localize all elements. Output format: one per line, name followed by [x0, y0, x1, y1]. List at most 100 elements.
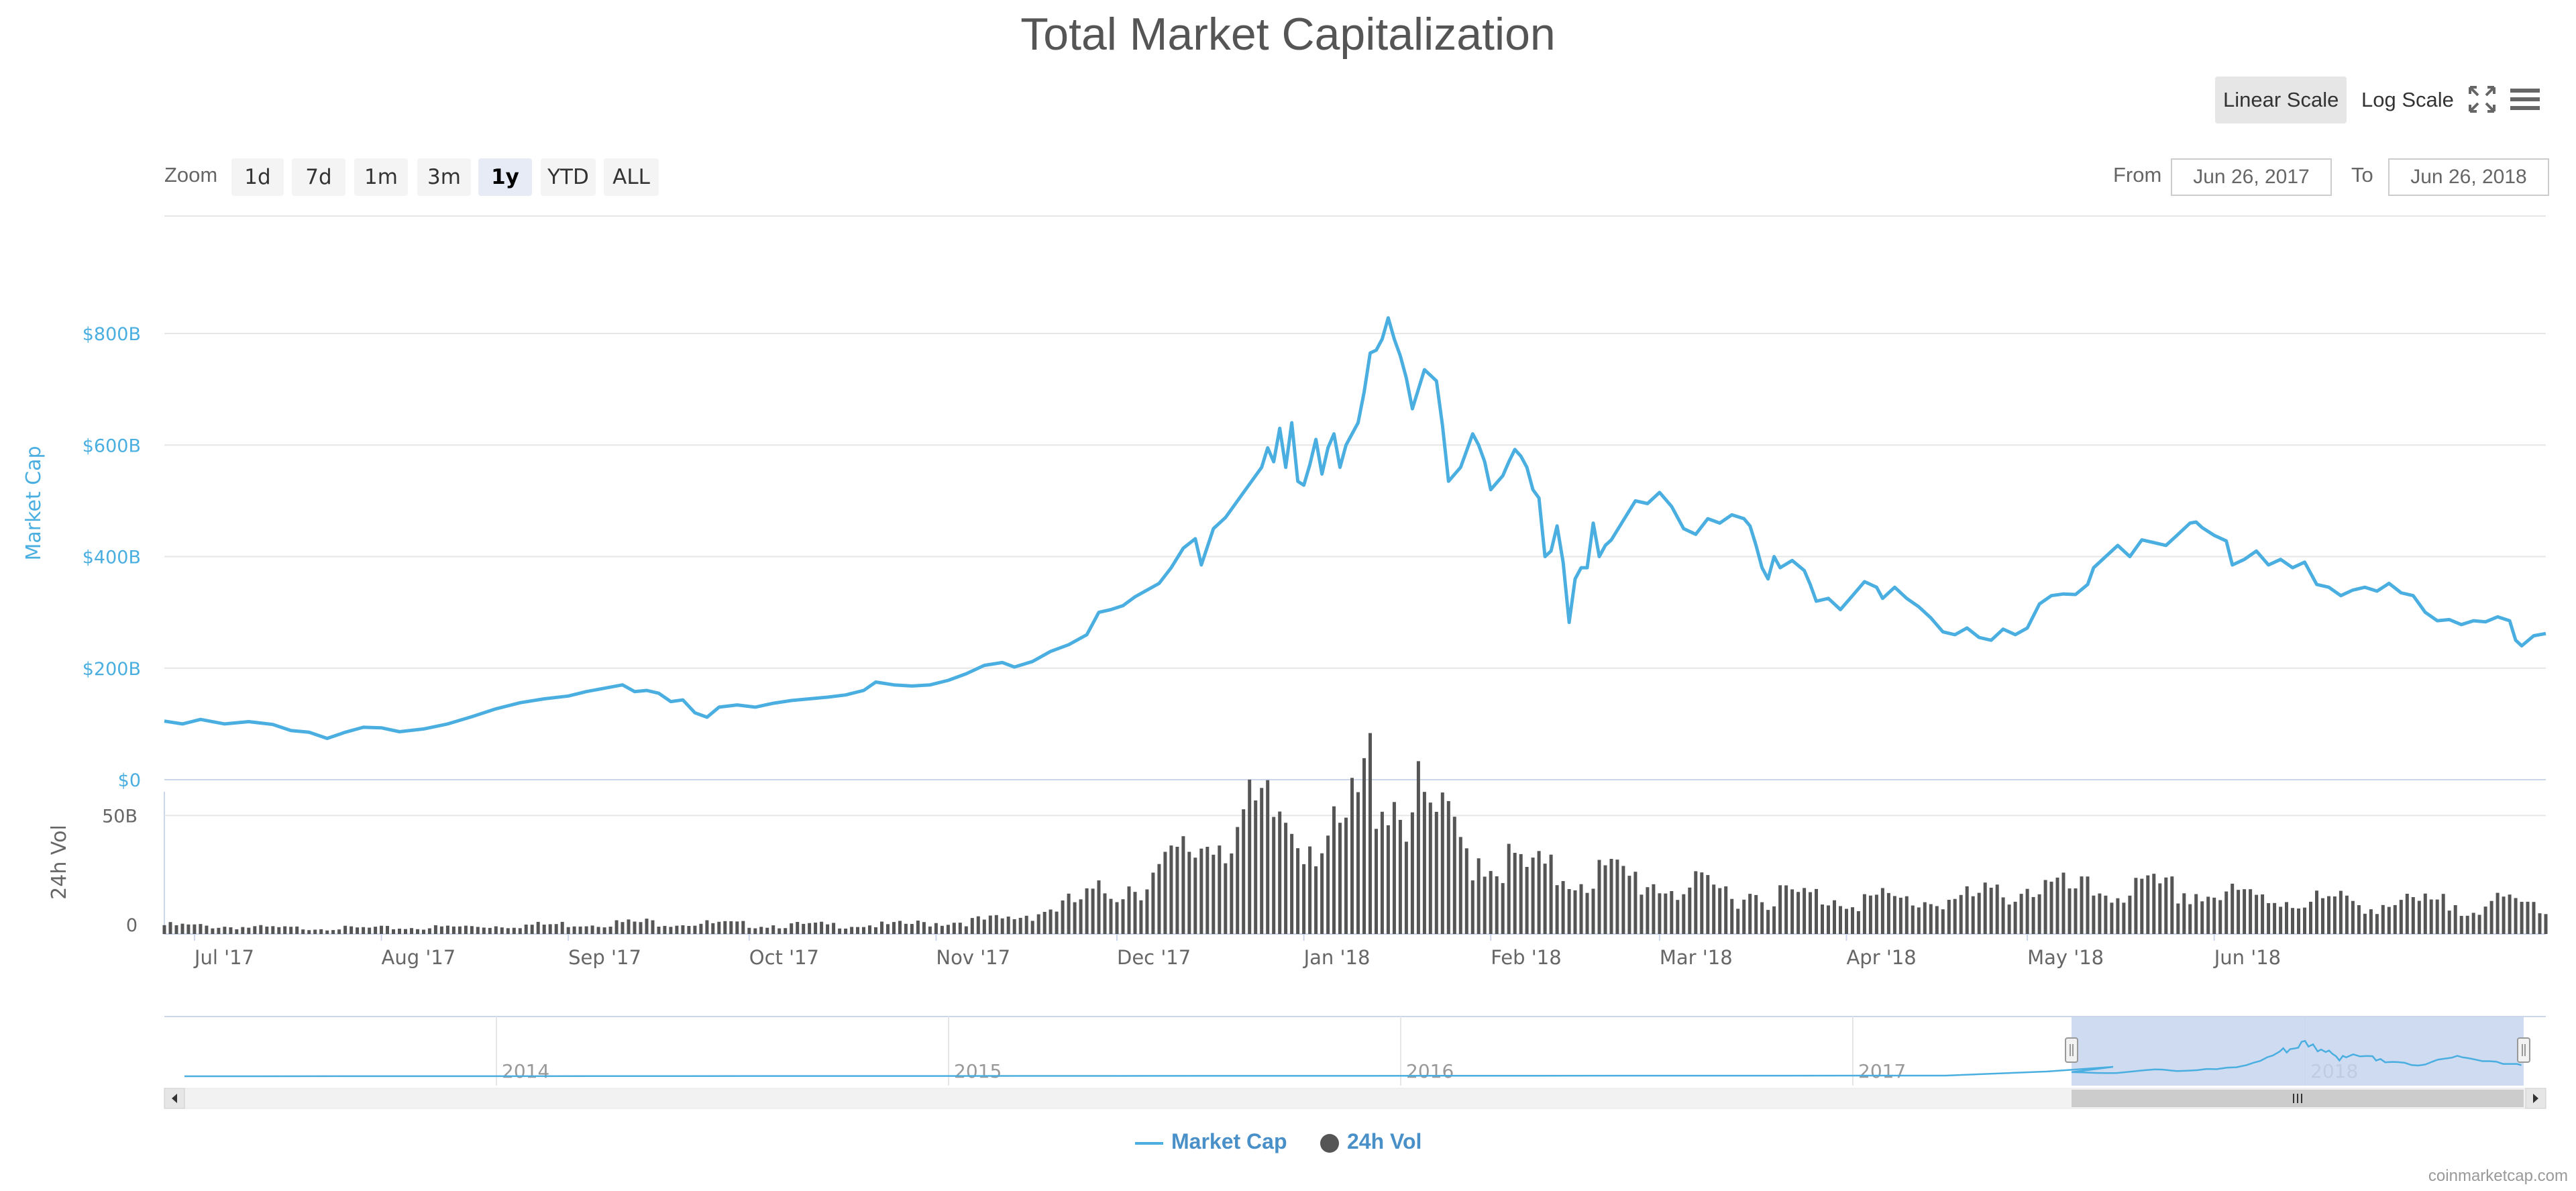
volume-bar	[1537, 851, 1541, 934]
volume-bar	[488, 927, 492, 934]
volume-bar	[2261, 894, 2265, 934]
volume-bar	[1115, 902, 1119, 934]
volume-bar	[687, 926, 691, 934]
log-scale-button[interactable]: Log Scale	[2361, 88, 2454, 111]
volume-bar	[524, 924, 528, 934]
volume-bar	[1024, 915, 1028, 934]
zoom-button-ytd[interactable]: YTD	[541, 158, 596, 196]
volume-bar	[2411, 897, 2415, 934]
zoom-button-7d[interactable]: 7d	[292, 158, 345, 196]
volume-bar	[494, 926, 498, 934]
zoom-button-1m[interactable]: 1m	[354, 158, 408, 196]
volume-bar	[1923, 902, 1927, 934]
to-date-input[interactable]: Jun 26, 2018	[2388, 158, 2549, 196]
volume-bar	[445, 925, 449, 934]
volume-bar	[2387, 907, 2391, 934]
volume-bar	[669, 927, 673, 934]
volume-bar	[2074, 888, 2078, 934]
volume-bar	[2128, 895, 2132, 934]
volume-bar	[1452, 817, 1456, 934]
volume-bar	[2218, 900, 2222, 934]
volume-bar	[2477, 915, 2481, 934]
volume-bar	[2267, 903, 2271, 934]
volume-bar	[1477, 858, 1481, 934]
volume-bar	[681, 925, 685, 934]
volume-bar	[1911, 905, 1915, 934]
volume-bar	[410, 928, 413, 934]
footer-credit[interactable]: coinmarketcap.com	[2428, 1167, 2568, 1185]
x-tick-label: Apr '18	[1846, 946, 1916, 969]
volume-bar	[663, 925, 667, 934]
linear-scale-button[interactable]: Linear Scale	[2215, 76, 2347, 123]
volume-bar	[560, 921, 564, 934]
volume-bar	[2405, 894, 2409, 934]
navigator-right-handle[interactable]	[2517, 1037, 2530, 1063]
volume-bar	[295, 926, 299, 934]
volume-bar	[283, 926, 287, 934]
volume-bar	[1446, 800, 1450, 934]
volume-bar	[820, 921, 824, 934]
legend-market-cap[interactable]: Market Cap	[1135, 1129, 1287, 1154]
volume-bar	[1898, 897, 1902, 934]
volume-bar	[1591, 888, 1595, 934]
zoom-button-3m[interactable]: 3m	[417, 158, 471, 196]
volume-bar	[1302, 864, 1306, 934]
volume-bar	[1833, 900, 1836, 934]
volume-bar	[2321, 898, 2324, 934]
volume-bar	[1742, 899, 1746, 934]
volume-bar	[1380, 811, 1384, 934]
volume-bar	[2031, 896, 2035, 934]
volume-bar	[217, 927, 221, 934]
volume-bar	[1573, 890, 1577, 934]
volume-bar	[1995, 884, 1999, 934]
navigator-left-handle[interactable]	[2065, 1037, 2078, 1063]
volume-bar	[1175, 847, 1179, 934]
volume-bar	[223, 927, 227, 934]
navigator-selection[interactable]	[2072, 1017, 2524, 1086]
volume-bar	[602, 927, 606, 934]
menu-icon[interactable]	[2509, 85, 2541, 114]
volume-bar	[2544, 914, 2548, 934]
volume-bar	[621, 922, 625, 934]
volume-bar	[838, 928, 842, 934]
volume-bar	[1218, 845, 1222, 934]
volume-bar	[910, 924, 914, 934]
volume-bar	[1006, 917, 1010, 934]
volume-bar	[1422, 792, 1426, 934]
zoom-button-1y[interactable]: 1y	[478, 158, 532, 196]
volume-bar	[404, 929, 407, 934]
x-tick-label: Sep '17	[568, 946, 641, 969]
volume-bar	[512, 927, 516, 934]
volume-bar	[922, 922, 926, 934]
legend-volume[interactable]: 24h Vol	[1320, 1129, 1421, 1154]
volume-bar	[892, 922, 896, 934]
x-tick-label: Feb '18	[1491, 946, 1561, 969]
volume-bar	[1682, 894, 1686, 934]
volume-bar	[1549, 854, 1553, 934]
zoom-button-1d[interactable]: 1d	[231, 158, 284, 196]
volume-bar	[1157, 864, 1161, 934]
fullscreen-icon[interactable]	[2467, 85, 2497, 114]
volume-bar	[362, 927, 366, 934]
volume-bar	[1507, 843, 1511, 934]
volume-bar	[753, 928, 757, 934]
from-date-input[interactable]: Jun 26, 2017	[2171, 158, 2332, 196]
volume-bar	[2098, 893, 2102, 934]
volume-bar	[476, 927, 480, 934]
volume-bar	[1959, 894, 1963, 934]
volume-bar	[2520, 902, 2524, 934]
zoom-button-all[interactable]: ALL	[604, 158, 659, 196]
volume-bar	[427, 928, 431, 934]
volume-bar	[2055, 877, 2059, 934]
volume-bar	[2459, 916, 2463, 934]
volume-bar	[2043, 880, 2047, 934]
volume-bar	[1061, 900, 1065, 934]
market-cap-line	[164, 316, 2546, 740]
volume-bar	[1983, 882, 1987, 934]
volume-bar	[1308, 846, 1312, 934]
volume-bar	[675, 925, 679, 934]
volume-bar	[1314, 866, 1318, 934]
volume-bar	[2496, 892, 2500, 934]
volume-bar	[289, 927, 293, 934]
